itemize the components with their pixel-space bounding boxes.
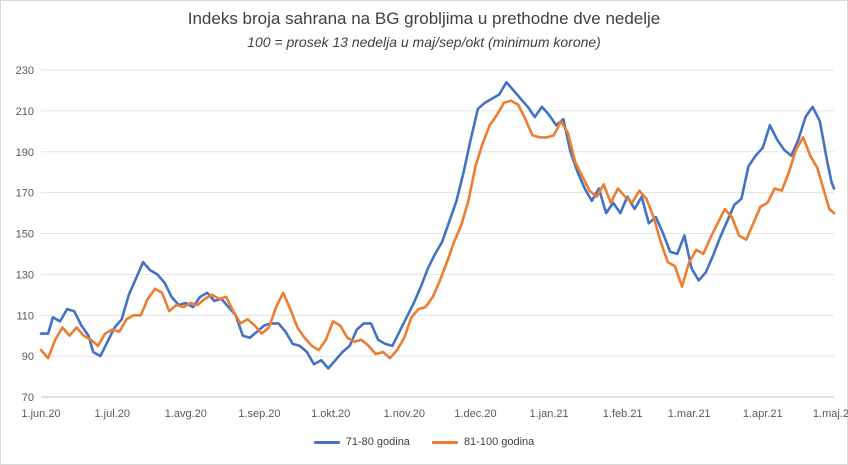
x-tick-label: 1.okt.20 xyxy=(311,408,350,420)
x-tick-label: 1.mar.21 xyxy=(668,408,711,420)
x-tick-label: 1.maj.21 xyxy=(813,408,848,420)
legend-label: 81-100 godina xyxy=(463,436,535,448)
x-tick-label: 1.dec.20 xyxy=(454,408,496,420)
legend-label: 71-80 godina xyxy=(345,436,410,448)
x-tick-label: 1.nov.20 xyxy=(384,408,425,420)
legend-swatch xyxy=(313,440,340,444)
legend-item-71-80: 71-80 godina xyxy=(313,436,410,448)
y-tick-label: 110 xyxy=(16,310,34,322)
y-tick-label: 130 xyxy=(16,269,34,281)
series-line-71-80-godina xyxy=(39,81,836,370)
legend-swatch xyxy=(431,440,458,444)
y-tick-label: 210 xyxy=(16,106,34,118)
y-tick-label: 70 xyxy=(22,392,34,404)
series-line-81-100-godina xyxy=(39,99,836,360)
x-tick-label: 1.jan.21 xyxy=(530,408,569,420)
x-tick-label: 1.feb.21 xyxy=(603,408,643,420)
y-tick-label: 230 xyxy=(16,65,34,77)
x-tick-label: 1.jul.20 xyxy=(94,408,129,420)
chart-subtitle: 100 = prosek 13 nedelja u maj/sep/okt (m… xyxy=(247,34,601,50)
y-tick-label: 150 xyxy=(16,229,34,241)
legend: 71-80 godina 81-100 godina xyxy=(0,436,848,448)
x-tick-label: 1.apr.21 xyxy=(743,408,783,420)
y-tick-label: 90 xyxy=(22,351,34,363)
y-tick-label: 190 xyxy=(16,147,34,159)
legend-item-81-100: 81-100 godina xyxy=(431,436,535,448)
x-tick-label: 1.sep.20 xyxy=(238,408,280,420)
x-tick-label: 1.avg.20 xyxy=(165,408,207,420)
y-tick-label: 170 xyxy=(16,188,34,200)
chart-title: Indeks broja sahrana na BG grobljima u p… xyxy=(187,9,661,28)
x-tick-label: 1.jun.20 xyxy=(21,408,60,420)
